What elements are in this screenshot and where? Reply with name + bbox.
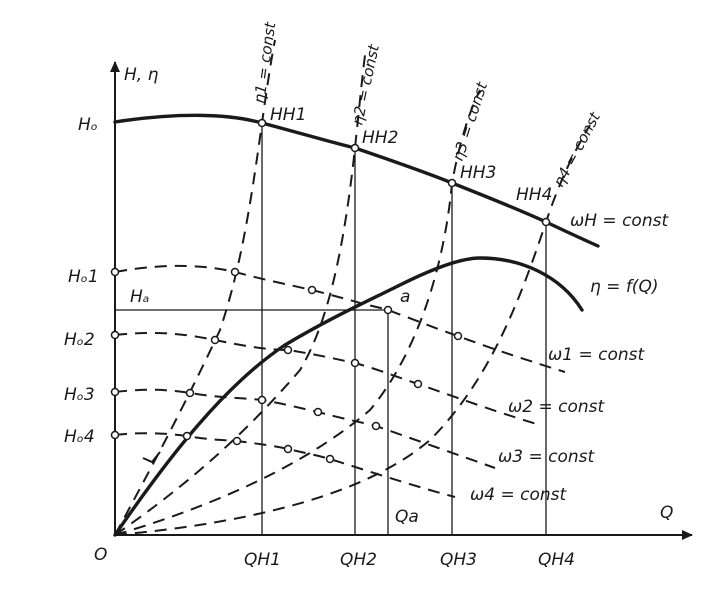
x-axis-label: Q <box>660 503 673 523</box>
omega-h-label: ωH = const <box>570 211 669 231</box>
qh1-label: QH1 <box>244 550 281 570</box>
h03-label: Hₒ3 <box>64 385 95 405</box>
point-a-node <box>383 305 393 315</box>
ha-label: Hₐ <box>130 287 149 307</box>
omega4-eta2-node <box>232 436 242 446</box>
eta2-label: η2 = const <box>348 42 383 127</box>
hh3-label: HH3 <box>460 163 496 183</box>
h04-node <box>110 430 120 440</box>
hh2-node <box>350 143 360 153</box>
stray-mark <box>142 451 161 464</box>
eta3-label: η3 = const <box>449 79 492 163</box>
omega2-eta1-node <box>210 335 220 345</box>
hh4-node <box>541 217 551 227</box>
eta4-parabola <box>114 124 591 536</box>
omega4-eta1-node <box>182 431 192 441</box>
qa-label: Qa <box>395 507 419 527</box>
eta-curve-label: η = f(Q) <box>590 277 658 297</box>
h02-label: Hₒ2 <box>64 330 95 350</box>
eta-curve <box>113 256 584 537</box>
point-a-label: a <box>400 287 410 307</box>
eta3-parabola <box>114 89 481 536</box>
omega2-curve <box>114 331 541 426</box>
hh4-label: HH4 <box>516 185 552 205</box>
eta4-label: η4 = const <box>550 108 605 190</box>
omega1-eta1-node <box>230 267 240 277</box>
h02-node <box>110 330 120 340</box>
omega2-eta3-node <box>350 358 360 368</box>
qh4-label: QH4 <box>538 550 575 570</box>
omega1-curve <box>114 264 566 373</box>
omega2-label: ω2 = const <box>508 397 605 417</box>
h0-label: Hₒ <box>78 115 98 135</box>
omega4-label: ω4 = const <box>470 485 567 505</box>
qh3-label: QH3 <box>440 550 477 570</box>
h01-node <box>110 267 120 277</box>
hh1-node <box>257 118 267 128</box>
omega3-eta2-node <box>257 395 267 405</box>
eta1-label: η1 = const <box>250 20 279 105</box>
h04-label: Hₒ4 <box>64 427 95 447</box>
hh1-label: HH1 <box>270 105 306 125</box>
h01-label: Hₒ1 <box>68 267 99 287</box>
omega4-eta4-node <box>325 454 335 464</box>
omega3-label: ω3 = const <box>498 447 595 467</box>
omega1-label: ω1 = const <box>548 345 645 365</box>
omega3-eta1-node <box>185 388 195 398</box>
hh3-node <box>447 178 457 188</box>
y-axis-label: H, η <box>124 65 159 85</box>
omega3-eta4-node <box>371 421 381 431</box>
origin-label: O <box>94 545 107 565</box>
omega3-eta3-node <box>313 407 323 417</box>
qh2-label: QH2 <box>340 550 377 570</box>
omega4-eta3-node <box>283 444 293 454</box>
omega2-eta2-node <box>283 345 293 355</box>
omega2-eta4-node <box>413 379 423 389</box>
eta2-parabola <box>114 54 366 536</box>
h03-node <box>110 387 120 397</box>
omega1-eta2-node <box>307 285 317 295</box>
omega3-curve <box>114 388 496 469</box>
omega4-curve <box>114 432 456 498</box>
omega1-eta3-node <box>453 331 463 341</box>
hh2-label: HH2 <box>362 128 398 148</box>
